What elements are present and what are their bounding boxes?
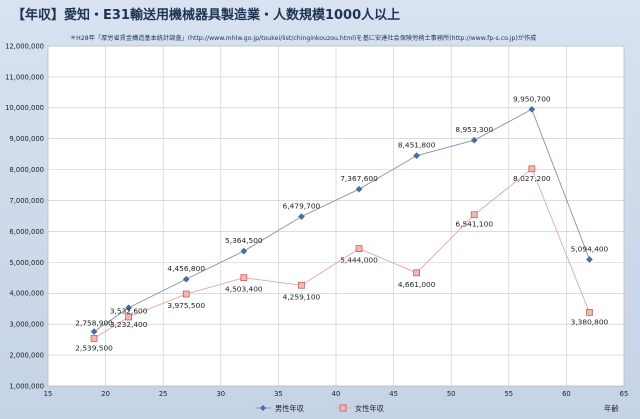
male-data-point — [586, 256, 593, 263]
x-tick-label: 45 — [389, 390, 398, 398]
male-data-point — [470, 136, 478, 144]
y-tick-label: 3,000,000 — [9, 321, 44, 329]
female-data-point — [470, 211, 478, 219]
female-data-label: 4,259,100 — [283, 292, 321, 301]
male-data-label: 9,950,700 — [513, 94, 551, 103]
female-data-label: 5,444,000 — [340, 256, 378, 265]
legend-male-marker — [260, 405, 266, 411]
female-data-point — [125, 313, 132, 321]
male-data-point — [182, 275, 190, 283]
male-data-point — [528, 105, 536, 113]
y-tick-label: 5,000,000 — [9, 259, 44, 267]
y-tick-label: 10,000,000 — [5, 104, 44, 112]
female-data-point — [240, 274, 248, 282]
data-labels: 2,758,900 3,532,600 4,456,800 5,364,500 6,47… — [75, 94, 608, 352]
male-data-label: 8,451,800 — [398, 141, 436, 150]
x-tick-label: 50 — [447, 390, 456, 398]
x-tick-label: 25 — [159, 390, 168, 398]
x-tick-label: 40 — [332, 390, 341, 398]
male-data-label: 5,364,500 — [225, 236, 263, 245]
female-data-label: 2,539,500 — [75, 343, 113, 352]
female-data-label: 3,975,500 — [167, 301, 205, 310]
chart-title: 【年収】愛知・E31輸送用機械器具製造業・人数規模1000人以上 — [12, 7, 400, 23]
legend-female-label: 女性年収 — [355, 404, 384, 413]
series-layer — [90, 105, 593, 342]
male-data-label: 3,532,600 — [110, 307, 148, 316]
y-tick-label: 9,000,000 — [9, 135, 44, 143]
chart-subtitle: ＊H28年「厚労省賃金構造基本統計調査」(http://www.mhlw.go.… — [70, 34, 536, 42]
y-tick-label: 4,000,000 — [9, 290, 44, 298]
x-tick-label: 30 — [216, 390, 225, 398]
y-tick-label: 1,000,000 — [9, 382, 44, 390]
y-tick-label: 7,000,000 — [9, 197, 44, 205]
female-data-label: 8,027,200 — [513, 174, 551, 183]
x-tick-label: 60 — [562, 390, 571, 398]
series-line-male — [93, 108, 590, 333]
y-tick-label: 12,000,000 — [5, 42, 44, 50]
male-data-point — [355, 185, 363, 193]
female-data-label: 3,380,800 — [571, 317, 609, 326]
male-data-point — [90, 328, 98, 335]
x-tick-label: 55 — [504, 390, 513, 398]
female-data-label: 4,661,000 — [398, 280, 436, 289]
legend: 男性年収 女性年収 — [255, 404, 384, 413]
male-data-label: 5,094,400 — [571, 244, 609, 253]
male-data-point — [413, 152, 420, 160]
female-data-point — [90, 335, 98, 342]
female-data-label: 6,541,100 — [455, 220, 493, 229]
y-tick-label: 8,000,000 — [9, 166, 44, 174]
male-data-point — [298, 213, 305, 220]
axes: 1,000,000 2,000,000 3,000,000 4,000,000 5,00… — [5, 42, 628, 398]
x-tick-label: 65 — [620, 390, 629, 398]
female-data-point — [182, 290, 190, 298]
male-data-point — [240, 247, 248, 255]
y-tick-label: 6,000,000 — [9, 228, 44, 236]
female-data-point — [413, 269, 420, 277]
female-data-point — [298, 281, 305, 289]
gridlines — [47, 45, 625, 387]
legend-female-marker — [339, 404, 347, 412]
x-tick-label: 20 — [101, 390, 110, 398]
y-tick-label: 2,000,000 — [9, 351, 44, 359]
series-line-female — [93, 168, 590, 339]
female-data-label: 4,503,400 — [225, 285, 263, 294]
female-data-point — [355, 245, 363, 252]
female-data-label: 3,232,400 — [110, 320, 148, 329]
male-data-label: 2,758,900 — [75, 319, 113, 328]
y-tick-label: 11,000,000 — [5, 73, 44, 81]
legend-male-label: 男性年収 — [275, 404, 304, 413]
x-tick-label: 15 — [44, 390, 53, 398]
x-tick-label: 35 — [274, 390, 283, 398]
female-data-point — [586, 309, 593, 316]
female-data-point — [528, 165, 536, 173]
x-axis-label: 年齢 — [604, 404, 619, 413]
male-data-label: 4,456,800 — [167, 264, 205, 273]
male-data-label: 8,953,300 — [455, 125, 493, 134]
male-data-label: 7,367,600 — [340, 174, 378, 183]
male-data-label: 6,479,700 — [283, 202, 321, 211]
male-data-point — [125, 304, 132, 312]
